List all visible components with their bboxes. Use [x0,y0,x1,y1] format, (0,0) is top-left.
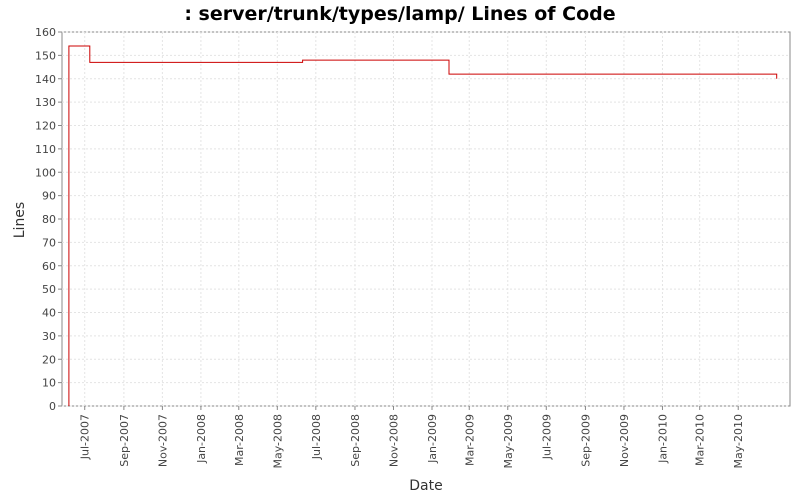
y-tick-label: 50 [42,283,56,296]
y-tick-label: 60 [42,260,56,273]
y-axis-label: Lines [12,202,28,238]
x-tick-label: Nov-2008 [387,414,400,467]
y-tick-label: 10 [42,377,56,390]
x-tick-label: Jul-2009 [540,414,553,460]
x-tick-label: Sep-2007 [118,414,131,467]
y-tick-label: 70 [42,236,56,249]
y-tick-label: 110 [35,143,56,156]
series-layer [68,45,778,406]
y-tick-label: 100 [35,166,56,179]
y-axis: 0 10 20 30 40 50 60 70 80 90 100 110 120 130 140 150 160 [35,26,62,413]
y-tick-label: 90 [42,190,56,203]
y-tick-label: 80 [42,213,56,226]
x-tick-label: Jan-2010 [656,414,669,464]
x-tick-label: Jul-2007 [79,414,92,460]
x-tick-label: Mar-2008 [233,414,246,466]
x-axis-label: Date [409,478,442,494]
y-tick-label: 20 [42,353,56,366]
y-tick-label: 130 [35,96,56,109]
x-tick-label: Nov-2009 [618,414,631,467]
x-tick-label: May-2010 [732,414,745,469]
y-tick-label: 150 [35,49,56,62]
grid-layer [62,31,790,407]
x-tick-label: May-2008 [271,414,284,469]
y-tick-label: 40 [42,307,56,320]
y-tick-label: 30 [42,330,56,343]
x-tick-label: Jan-2009 [426,414,439,464]
x-tick-label: Nov-2007 [156,414,169,467]
x-tick-label: Jul-2008 [310,414,323,460]
y-tick-label: 160 [35,26,56,39]
x-tick-label: Sep-2008 [349,414,362,467]
x-tick-label: Jan-2008 [195,414,208,464]
chart-title: : server/trunk/types/lamp/ Lines of Code [184,3,615,25]
y-tick-label: 0 [49,400,56,413]
x-tick-label: May-2009 [502,414,515,469]
series-line [68,45,778,406]
y-tick-label: 140 [35,73,56,86]
x-tick-label: Sep-2009 [579,414,592,467]
x-axis: Jul-2007 Sep-2007 Nov-2007 Jan-2008 Mar-2008… [79,406,745,469]
x-tick-label: Mar-2009 [463,414,476,466]
y-tick-label: 120 [35,120,56,133]
x-tick-label: Mar-2010 [694,414,707,466]
